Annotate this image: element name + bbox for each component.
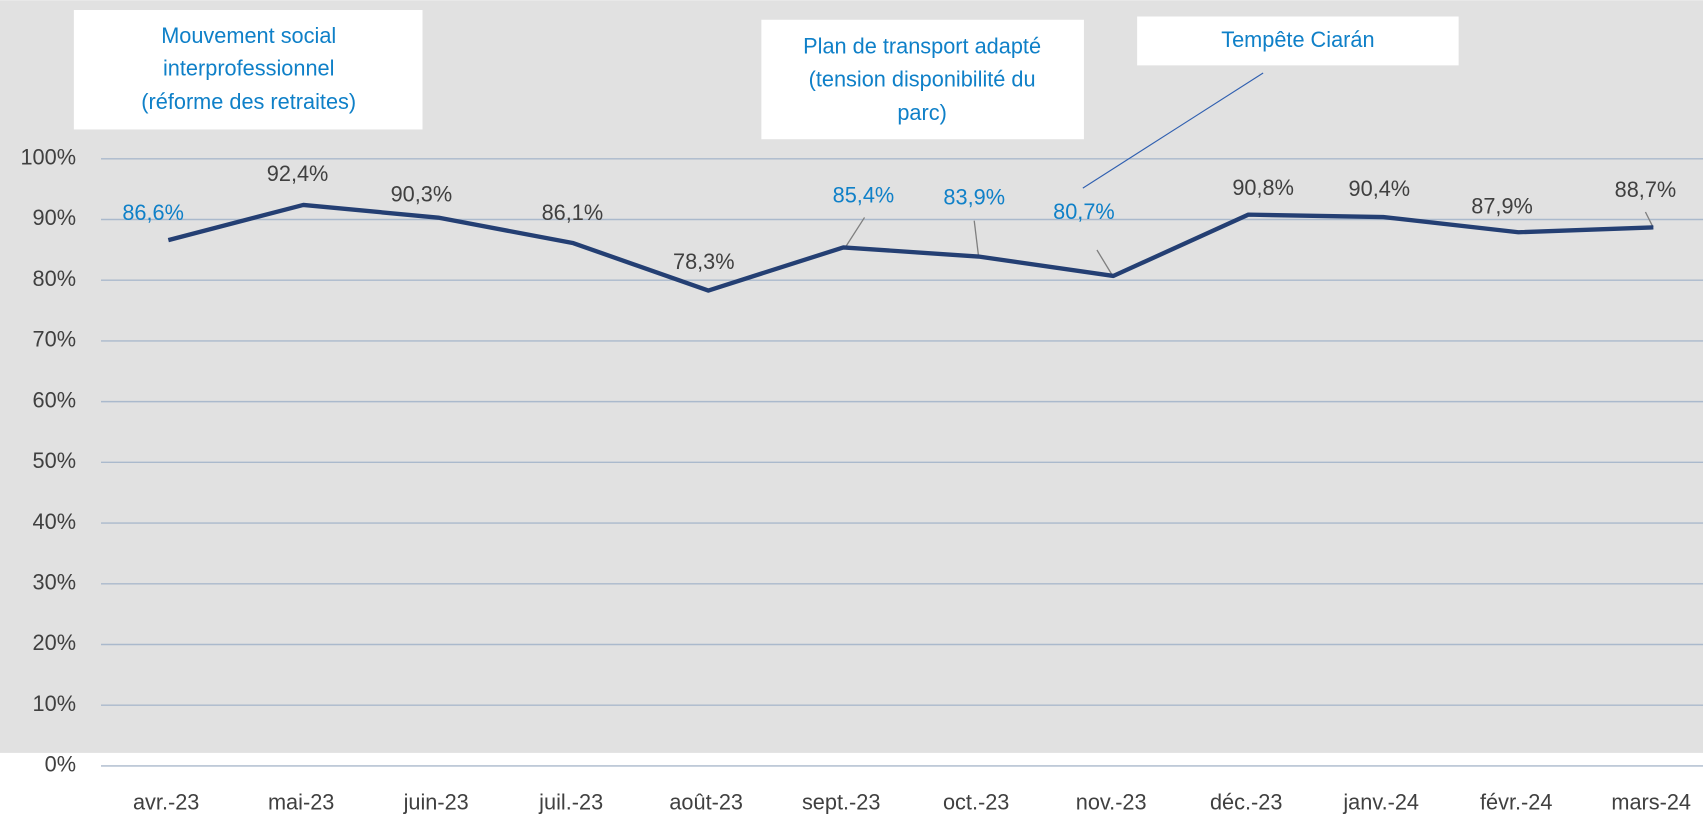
x-tick-label: juin-23 [403, 790, 469, 815]
y-tick-label: 30% [33, 570, 76, 595]
x-tick-label: oct.-23 [943, 790, 1009, 815]
grid [101, 158, 1703, 767]
label-leaders [844, 211, 1654, 276]
label-leader [844, 217, 866, 249]
annotation-text: interprofessionnel [163, 55, 334, 80]
y-tick-label: 90% [33, 205, 76, 230]
x-tick-label: nov.-23 [1076, 790, 1147, 815]
y-tick-label: 10% [33, 691, 76, 716]
x-tick-label: août-23 [669, 790, 743, 815]
y-tick-label: 50% [33, 448, 76, 473]
data-label: 78,3% [673, 249, 735, 274]
annotation-text: (tension disponibilité du [809, 66, 1036, 91]
label-leader [1096, 249, 1113, 276]
annotation-box [761, 19, 1084, 140]
data-label: 92,4% [267, 161, 329, 186]
annotation-text: (réforme des retraites) [141, 89, 356, 114]
y-tick-label: 40% [33, 509, 76, 534]
data-label: 86,1% [542, 200, 604, 225]
data-label: 86,6% [122, 200, 184, 225]
x-tick-label: janv.-24 [1342, 790, 1419, 815]
y-tick-label: 80% [33, 266, 76, 291]
annotation-box [1137, 16, 1459, 66]
y-tick-label: 100% [20, 145, 76, 170]
annotation-text: parc) [897, 100, 946, 125]
x-tick-label: juil.-23 [538, 790, 603, 815]
line [167, 202, 1654, 293]
x-tick-label: mars-24 [1611, 790, 1691, 815]
annotation-leader [1082, 72, 1264, 189]
x-tick-label: sept.-23 [802, 790, 880, 815]
y-tick-label: 0% [45, 752, 76, 777]
x-tick-label: déc.-23 [1210, 790, 1282, 815]
annotation-box [73, 9, 423, 130]
y-tick-label: 70% [33, 327, 76, 352]
x-tick-label: févr.-24 [1480, 790, 1552, 815]
data-label: 83,9% [943, 185, 1005, 210]
annotation-text: Tempête Ciarán [1221, 27, 1374, 52]
y-tick-label: 60% [33, 387, 76, 412]
data-label: 80,7% [1053, 199, 1115, 224]
data-label: 85,4% [833, 183, 895, 208]
x-tick-label: avr.-23 [133, 790, 199, 815]
data-label: 90,4% [1349, 176, 1411, 201]
annotation-text: Mouvement social [161, 23, 336, 48]
label-leader [973, 220, 980, 257]
data-label: 87,9% [1471, 193, 1533, 218]
data-label: 90,8% [1232, 175, 1294, 200]
label-leader [1644, 211, 1654, 228]
y-tick-label: 20% [33, 630, 76, 655]
x-tick-label: mai-23 [268, 790, 334, 815]
data-label: 90,3% [391, 181, 453, 206]
data-label: 88,7% [1615, 177, 1677, 202]
annotation-text: Plan de transport adapté [803, 34, 1041, 59]
